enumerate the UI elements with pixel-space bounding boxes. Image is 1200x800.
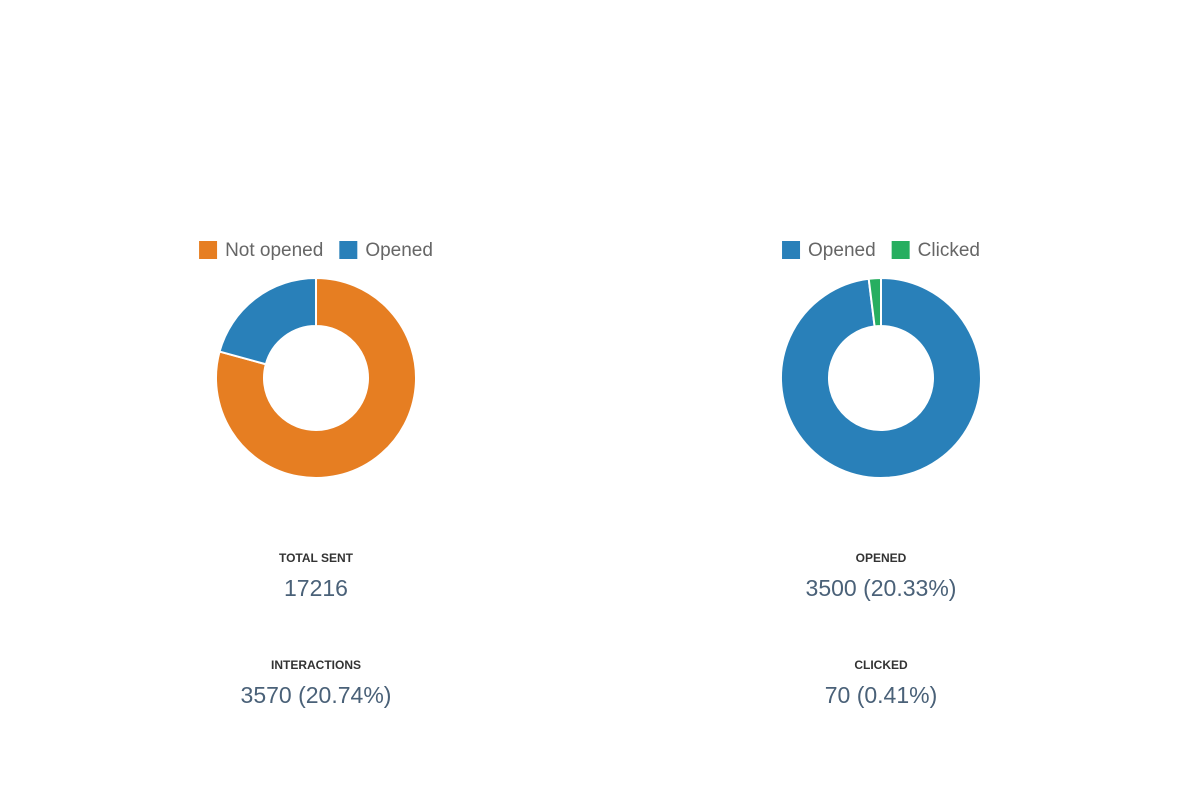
- legend-label[interactable]: Not opened: [225, 240, 323, 261]
- legend-swatch[interactable]: [891, 241, 910, 259]
- legend-label[interactable]: Opened: [365, 240, 433, 261]
- legend-label[interactable]: Opened: [808, 240, 876, 261]
- stat-value: 3500 (20.33%): [806, 575, 957, 601]
- stat-value: 17216: [284, 575, 348, 601]
- legend-label[interactable]: Clicked: [918, 240, 980, 261]
- stat-label: CLICKED: [854, 658, 908, 672]
- legend-swatch[interactable]: [782, 241, 801, 259]
- legend-swatch[interactable]: [339, 241, 358, 259]
- donut-slice: [780, 276, 982, 479]
- donut-slice: [867, 276, 882, 328]
- stat-label: TOTAL SENT: [279, 551, 354, 565]
- stat-label: INTERACTIONS: [271, 658, 361, 672]
- stat-label: OPENED: [856, 551, 907, 565]
- donut-slice: [215, 276, 417, 479]
- donut-slice: [218, 276, 317, 366]
- stat-value: 3570 (20.74%): [241, 682, 392, 708]
- stat-value: 70 (0.41%): [825, 682, 938, 708]
- legend-swatch[interactable]: [199, 241, 218, 259]
